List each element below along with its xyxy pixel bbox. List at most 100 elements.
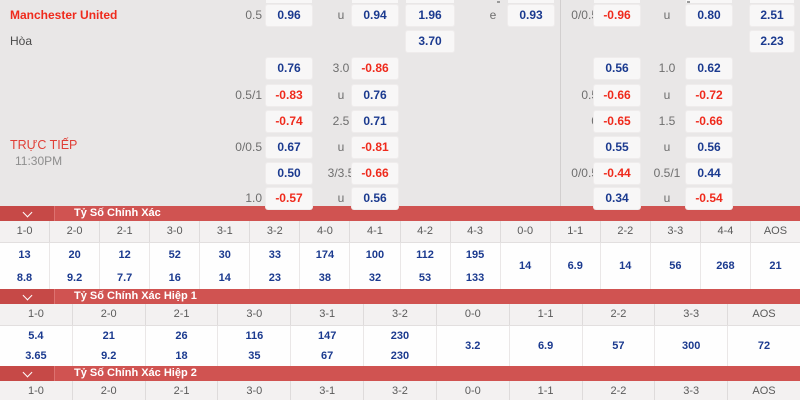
score-odds-value[interactable]: 53 [418,271,432,284]
score-odds-value[interactable]: 23 [268,271,281,284]
odds-value-button[interactable]: 0.56 [686,137,732,158]
score-column-label: 2-0 [73,304,146,325]
score-odds-value[interactable]: 14 [218,271,231,284]
score-odds-value[interactable]: 56 [669,260,682,272]
odds-value-button[interactable]: -0.72 [686,85,732,106]
section-header-bar[interactable]: Tỷ Số Chính Xác Hiệp 1 [0,289,800,304]
score-odds-value[interactable]: 268 [716,260,735,272]
odds-value-button[interactable]: 0.34 [594,188,640,209]
odds-value-button[interactable]: -0.86 [352,58,398,79]
odds-value-button[interactable]: 0.44 [686,163,732,184]
score-odds-value[interactable]: 72 [757,340,771,352]
score-odds-value[interactable]: 300 [682,340,701,352]
score-odds-value[interactable]: 38 [318,271,332,284]
score-odds-value[interactable]: 3.65 [25,350,47,362]
score-odds-value[interactable]: 112 [416,248,434,261]
score-odds-value[interactable]: 195 [465,248,485,261]
collapse-toggle[interactable] [0,366,55,381]
odds-value-button[interactable]: -0.66 [686,111,732,132]
score-odds-value[interactable]: 20 [68,248,81,261]
collapse-toggle[interactable] [0,206,55,221]
odds-value-button[interactable]: 0.56 [594,58,640,79]
score-odds-value[interactable]: 16 [168,271,181,284]
correct-score-section: Tỷ Số Chính Xác Hiệp 2 1-0 2-0 2-1 3-0 3-1 3-2… [0,366,800,400]
score-odds-value[interactable]: 230 [390,330,410,342]
section-header-bar[interactable]: Tỷ Số Chính Xác [0,206,800,221]
odds-value-button[interactable]: 1.96 [406,5,454,26]
score-odds-value[interactable]: 100 [365,248,385,261]
score-column-label: 3-0 [218,381,292,400]
odds-value-button[interactable]: -0.54 [686,188,732,209]
odds-value-button[interactable]: 0.62 [686,58,732,79]
section-header-bar[interactable]: Tỷ Số Chính Xác Hiệp 2 [0,366,800,381]
odds-value-button[interactable]: 0.94 [352,5,398,26]
score-odds-value[interactable]: 230 [390,350,410,362]
odds-value-button[interactable]: 0.76 [352,85,398,106]
odds-row: 0.76 3.0 -0.86 0.56 1.0 0.62 [0,58,800,79]
score-odds-value[interactable]: 133 [465,271,485,284]
chevron-down-icon [22,367,32,377]
odds-value-button[interactable]: 3.70 [406,31,454,52]
handicap-label: u [663,140,671,154]
score-odds-value[interactable]: 67 [321,350,334,362]
score-odds-value[interactable]: 33 [268,248,281,261]
odds-value-button[interactable]: 0.76 [266,58,312,79]
handicap-label: 1.0 [245,191,262,205]
odds-value-button[interactable]: -0.57 [266,188,312,209]
match-odds-panel: Manchester United Hòa TRỰC TIẾP 11:30PM … [0,0,800,206]
odds-value-button[interactable]: -0.66 [594,85,640,106]
odds-value-button[interactable]: -0.96 [594,5,640,26]
odds-value-button[interactable]: 0.93 [508,5,554,26]
score-odds-value[interactable]: 32 [368,271,382,284]
score-odds-value[interactable]: 116 [245,330,264,342]
score-odds-value[interactable]: 35 [248,350,261,362]
score-column-label: 2-2 [583,381,656,400]
odds-value-button[interactable]: -0.44 [594,163,640,184]
odds-value-button[interactable]: -0.65 [594,111,640,132]
score-odds-value[interactable]: 30 [218,248,231,261]
score-odds-value[interactable]: 21 [769,260,782,272]
odds-value-button[interactable]: 0.50 [266,163,312,184]
score-odds-value[interactable]: 174 [315,248,335,261]
score-sections: Tỷ Số Chính Xác 1-0 2-0 2-1 3-0 3-1 3-2 4-0 4-1 4… [0,206,800,400]
score-odds-value[interactable]: 13 [18,248,31,261]
handicap-label: e [489,8,497,22]
odds-value-button[interactable]: 0.96 [266,5,312,26]
score-odds-value[interactable]: 6.9 [567,260,583,272]
odds-value-button[interactable]: -0.83 [266,85,312,106]
score-column-label: 2-0 [73,381,146,400]
score-odds-value[interactable]: 6.9 [537,340,554,352]
handicap-label: 0.5 [581,88,598,102]
score-odds-value[interactable]: 21 [102,330,115,342]
score-odds-value[interactable]: 26 [175,330,188,342]
score-odds-value[interactable]: 8.8 [16,271,33,284]
score-odds-value[interactable]: 18 [175,350,188,362]
score-odds-cell: 12 7.7 [100,243,151,289]
score-odds-value[interactable]: 12 [118,248,131,261]
odds-value-button[interactable]: 0.71 [352,111,398,132]
collapse-toggle[interactable] [0,289,55,304]
score-column-label: 3-2 [250,221,301,242]
odds-value-button[interactable]: -0.74 [266,111,312,132]
score-odds-value[interactable]: 147 [317,330,337,342]
odds-row: 3.70 2.23 [0,31,800,52]
score-odds-value[interactable]: 14 [619,260,632,272]
odds-value-button[interactable]: 0.67 [266,137,312,158]
odds-value-button[interactable]: -0.66 [352,163,398,184]
score-odds-value[interactable]: 5.4 [28,330,44,342]
score-odds-value[interactable]: 14 [519,260,532,272]
odds-value-button[interactable]: 0.56 [352,188,398,209]
odds-value-button[interactable]: 2.23 [750,31,794,52]
score-odds-value[interactable]: 9.2 [101,350,117,362]
score-odds-value[interactable]: 9.2 [66,271,83,284]
odds-row: 0.50 3/3.5 -0.66 0/0.5 -0.44 0.5/1 0.44 [0,163,800,184]
score-odds-value[interactable]: 57 [612,340,625,352]
score-odds-value[interactable]: 3.2 [465,340,481,352]
odds-value-button[interactable]: 2.51 [750,5,794,26]
odds-value-button[interactable]: 0.55 [594,137,640,158]
score-odds-value[interactable]: 52 [168,248,181,261]
odds-value-button[interactable]: -0.81 [352,137,398,158]
odds-value-button[interactable]: 0.80 [686,5,732,26]
score-column-label: 3-1 [291,381,365,400]
score-odds-value[interactable]: 7.7 [117,271,133,284]
